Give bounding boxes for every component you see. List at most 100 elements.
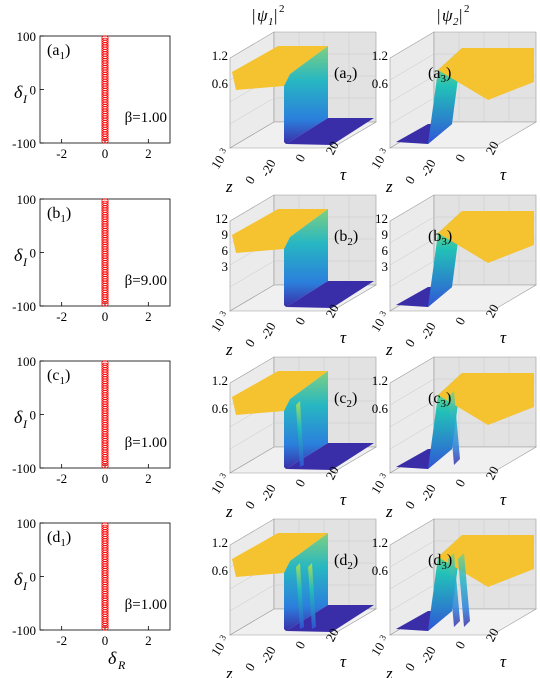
tau-axis-label: τ <box>500 490 507 509</box>
eigenvalue-marker <box>101 623 109 629</box>
svg-text:2: 2 <box>464 3 470 15</box>
svg-text:|: | <box>459 6 462 25</box>
height-tick: 0.6 <box>212 401 229 416</box>
z-axis-label: z <box>385 340 393 359</box>
surface-panel-label: (a2) <box>334 65 357 85</box>
spectrum-xtick: 2 <box>145 146 152 161</box>
height-tick: 6 <box>222 243 229 258</box>
tau-tick: 20 <box>482 626 501 645</box>
spectrum-panel-label: (d1) <box>47 529 71 549</box>
svg-text:ψ: ψ <box>442 6 453 25</box>
height-tick: 3 <box>222 259 229 274</box>
surface-ripple <box>296 563 304 629</box>
height-tick: 9 <box>382 227 389 242</box>
tau-axis-label: τ <box>500 165 507 184</box>
surface-floor <box>286 605 374 632</box>
tau-tick: -20 <box>417 482 438 504</box>
tau-tick: 20 <box>482 464 501 483</box>
surface-panel-label: (c3) <box>428 390 451 410</box>
surface-ripple <box>308 563 316 629</box>
z-tick-0: 0 <box>242 336 258 349</box>
surface-floor <box>286 281 374 308</box>
svg-text:δ: δ <box>108 648 117 668</box>
z-tick-0: 0 <box>242 660 258 673</box>
surface-plateau <box>232 46 328 90</box>
svg-text:ψ: ψ <box>257 6 268 25</box>
spectrum-ylabel: δ <box>14 569 23 589</box>
spectrum-ytick: 0 <box>30 570 37 585</box>
svg-text:2: 2 <box>453 16 459 28</box>
tau-axis-label: τ <box>500 328 507 347</box>
surface-wall <box>284 533 328 631</box>
surface-panel-label: (d2) <box>334 552 358 572</box>
z-tick-exp: 3 <box>377 633 388 643</box>
spectrum-xtick: -2 <box>56 471 67 486</box>
spectrum-ylabel: δ <box>14 245 23 265</box>
svg-text:1: 1 <box>268 16 274 28</box>
surface-plateau <box>232 533 328 577</box>
beta-value: β=1.00 <box>125 435 167 451</box>
spectrum-xlabel: δ R <box>108 648 126 672</box>
tau-tick: 20 <box>482 302 501 321</box>
eigenvalue-marker <box>101 463 109 469</box>
tau-tick: 20 <box>322 464 341 483</box>
tau-tick: 0 <box>452 638 468 651</box>
spectrum-xtick: 2 <box>145 633 152 648</box>
height-tick: 0.6 <box>372 563 389 578</box>
spectrum-xtick: -2 <box>56 146 67 161</box>
surface-plateau <box>232 371 328 415</box>
tau-tick: 0 <box>292 638 308 651</box>
surface-plateau <box>438 373 534 425</box>
spectrum-xtick: 0 <box>102 471 109 486</box>
z-tick-0: 0 <box>242 498 258 511</box>
z-tick-0: 0 <box>402 173 418 186</box>
tau-tick: 0 <box>452 476 468 489</box>
svg-text:2: 2 <box>279 3 285 15</box>
z-tick-exp: 3 <box>217 633 228 643</box>
tau-tick: 20 <box>322 139 341 158</box>
tau-tick: 0 <box>292 476 308 489</box>
height-tick: 3 <box>382 259 389 274</box>
spectrum-ytick: 100 <box>17 192 37 207</box>
beta-value: β=9.00 <box>125 273 167 289</box>
surface-plateau <box>438 535 534 587</box>
spectrum-ytick: 0 <box>30 83 37 98</box>
eigenvalue-marker <box>101 461 109 467</box>
surface-ripple <box>458 553 470 627</box>
spectrum-ytick: 100 <box>17 516 37 531</box>
height-tick: 1.2 <box>212 373 228 388</box>
surface-floor <box>286 443 374 470</box>
tau-tick: 0 <box>292 314 308 327</box>
z-axis-label: z <box>225 177 233 196</box>
surface-panel-label: (b3) <box>428 228 452 248</box>
height-tick: 9 <box>222 227 229 242</box>
z-tick-exp: 3 <box>377 471 388 481</box>
tau-tick: -20 <box>257 157 278 179</box>
spectrum-ytick: -100 <box>12 623 36 638</box>
z-tick-exp: 3 <box>377 146 388 156</box>
z-axis-label: z <box>225 502 233 521</box>
z-tick-0: 0 <box>402 660 418 673</box>
height-tick: 1.2 <box>212 535 228 550</box>
beta-value: β=1.00 <box>125 597 167 613</box>
tau-axis-label: τ <box>340 490 347 509</box>
eigenvalue-marker <box>101 136 109 142</box>
tau-axis-label: τ <box>340 165 347 184</box>
spectrum-ylabel: δ <box>14 82 23 102</box>
z-axis-label: z <box>225 340 233 359</box>
spectrum-xtick: 0 <box>102 146 109 161</box>
surface-wall <box>284 371 328 469</box>
surface-ripple <box>448 391 460 465</box>
z-axis-label: z <box>385 502 393 521</box>
svg-text:|: | <box>274 6 277 25</box>
height-tick: 0.6 <box>212 563 229 578</box>
spectrum-panel-c: δ I 100 0 -100 -2 0 2 (c1) β=1.00 <box>12 354 171 486</box>
tau-tick: 20 <box>482 139 501 158</box>
tau-tick: -20 <box>417 320 438 342</box>
column-header-psi2: | ψ 2 | 2 <box>437 3 470 28</box>
